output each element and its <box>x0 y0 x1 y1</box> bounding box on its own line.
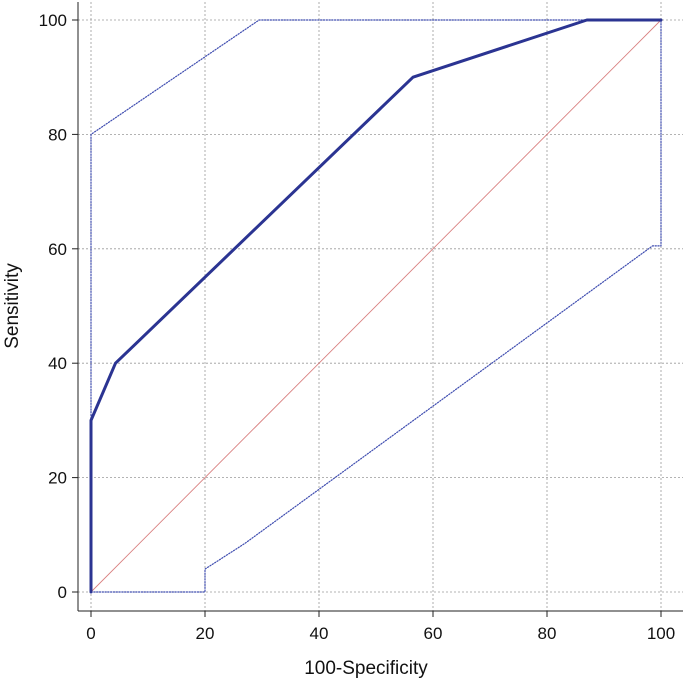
grid <box>78 2 683 611</box>
x-tick-label-5: 100 <box>647 624 675 643</box>
series-layer <box>89 18 663 594</box>
y-tick-label-5: 100 <box>39 11 67 30</box>
y-tick-label-4: 80 <box>48 125 67 144</box>
x-tick-label-2: 40 <box>310 624 329 643</box>
x-axis-title: 100-Specificity <box>304 658 428 679</box>
roc-curve-line <box>89 18 663 594</box>
y-tick-label-1: 20 <box>48 469 67 488</box>
upper-confidence-bound-line <box>90 19 662 593</box>
y-tick-label-0: 0 <box>58 583 67 602</box>
y-axis-title: Sensitivity <box>2 263 23 349</box>
lower-confidence-bound-line <box>90 19 662 593</box>
x-tick-label-1: 20 <box>196 624 215 643</box>
x-tick-label-3: 60 <box>424 624 443 643</box>
tick-labels: 0 20 40 60 80 100 0 20 40 60 80 100 <box>39 11 676 643</box>
y-tick-label-3: 60 <box>48 240 67 259</box>
x-tick-label-4: 80 <box>538 624 557 643</box>
y-tick-label-2: 40 <box>48 354 67 373</box>
axes-frame <box>72 2 683 617</box>
reference-diagonal-line <box>90 19 662 593</box>
x-tick-label-0: 0 <box>86 624 95 643</box>
